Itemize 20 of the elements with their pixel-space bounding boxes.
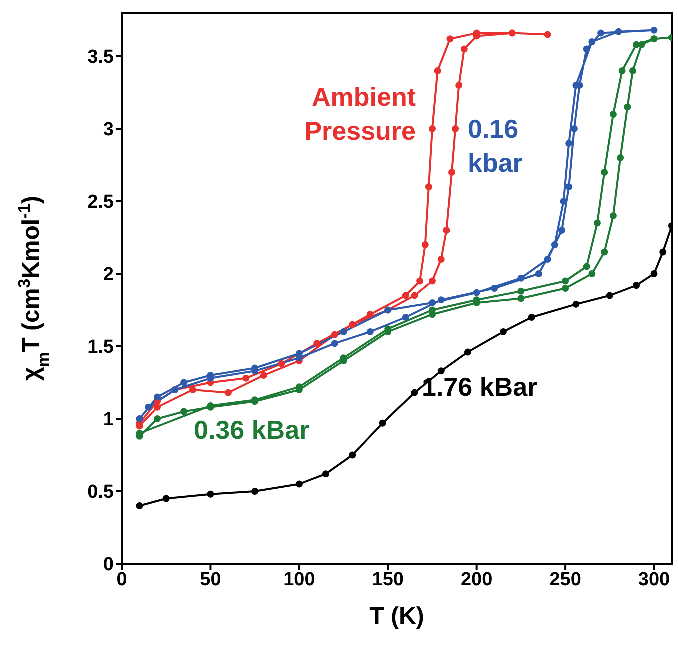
y-tick-label: 3.5 xyxy=(88,47,114,68)
y-tick-label: 0.5 xyxy=(88,482,114,504)
y-tick-label: 2 xyxy=(103,264,114,286)
y-tick-label: 1 xyxy=(103,410,114,431)
x-tick-label: 250 xyxy=(550,569,582,590)
series-label: 0.36 kBar xyxy=(194,414,311,447)
x-tick-label: 300 xyxy=(638,569,670,590)
series-label: 1.76 kBar xyxy=(422,371,539,404)
series-label: 0.16 kbar xyxy=(468,113,524,180)
x-axis-title: T (K) xyxy=(370,603,424,630)
y-tick-label: 2.5 xyxy=(88,192,114,214)
y-tick-label: 0 xyxy=(103,554,114,576)
x-tick-label: 100 xyxy=(284,569,316,590)
y-tick-label: 1.5 xyxy=(88,337,114,358)
x-tick-label: 0 xyxy=(116,569,128,590)
series-label: Ambient Pressure xyxy=(304,81,416,148)
y-tick-label: 3 xyxy=(103,120,114,141)
x-tick-label: 50 xyxy=(200,569,222,590)
x-tick-label: 150 xyxy=(372,569,404,590)
x-tick-label: 200 xyxy=(460,569,493,590)
